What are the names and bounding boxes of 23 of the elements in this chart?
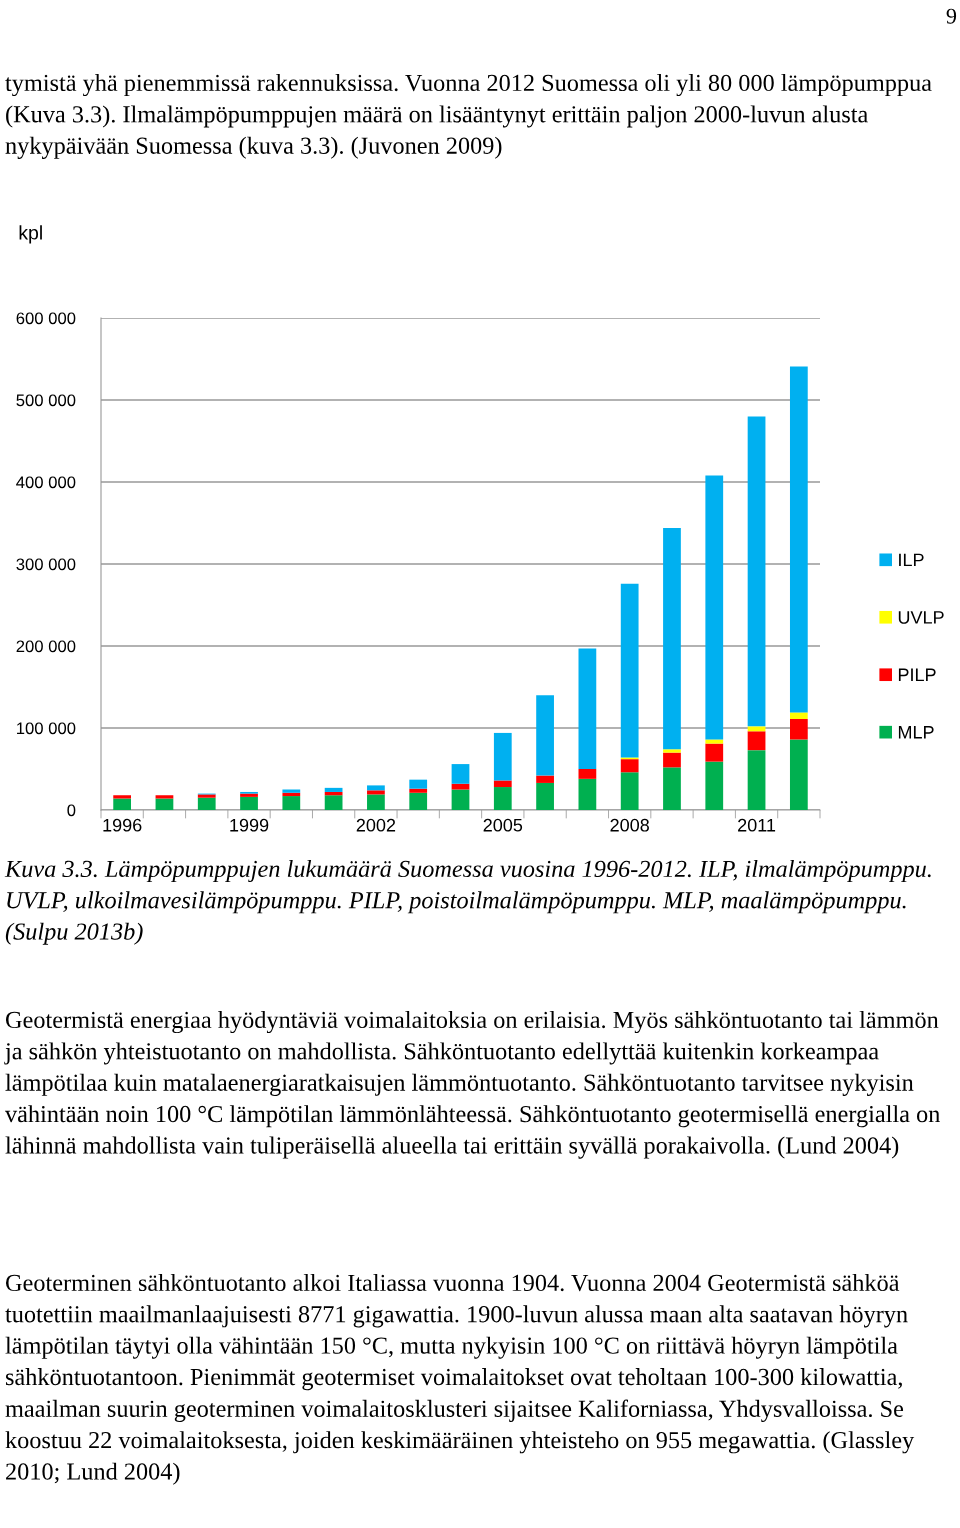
text: 9 — [946, 8, 957, 24]
y-tick-label: 200 000 — [16, 640, 76, 653]
x-tick-label: 2008 — [610, 818, 649, 832]
y-tick-label: 400 000 — [16, 476, 76, 489]
y-axis-title: kpl — [19, 225, 42, 244]
text: Geoterminen sähköntuotanto alkoi Italiassa vuonna 1904. Vuonna 2004 Geotermistä sähköä tuotettiin maailmanlaajuisesti 8771 gigawattia. 1900-luvun alussa maan alta saatavan höyryn lämpötilan täytyi olla vähintään 150 °C, mutta nykyisin 100 °C on riittävä höyryn lämpötila sähköntuotantoon. Pienimmät geotermiset voimalaitokset ovat teholtaan 100-300 kilowattia, maailman suurin geoterminen voimalaitosklusteri sijaitsee Kaliforniassa, Yhdysvalloissa. Se koostuu 22 voimalaitoksesta, joiden keskimääräinen yhteisteho on 955 megawattia. (Glassley 2010; Lund 2004) — [5, 1274, 915, 1485]
x-tick-label: 1999 — [230, 818, 269, 832]
legend-label: UVLP — [898, 611, 944, 624]
x-tick-label: 2011 — [738, 818, 776, 832]
legend-label: ILP — [899, 553, 924, 567]
y-tick-label: 300 000 — [16, 558, 76, 571]
y-tick-label: 500 000 — [16, 394, 76, 407]
text: Kuva 3.3. Lämpöpumppujen lukumäärä Suomessa vuosina 1996-2012. ILP, ilmalämpöpumppu. UVLP, ulkoilmavesilämpöpumppu. PILP, poistoilmalämpöpumppu. MLP, maalämpöpumppu. (Sulpu 2013b) — [4, 860, 931, 945]
x-tick-label: 2005 — [483, 818, 523, 832]
y-tick-label: 0 — [67, 804, 76, 817]
legend-label: PILP — [898, 668, 936, 682]
y-tick-label: 600 000 — [16, 312, 76, 325]
text: Geotermistä energiaa hyödyntäviä voimalaitoksia on erilaisia. Myös sähköntuotanto tai lämmön ja sähkön yhteistuotanto on mahdollista. Sähköntuotanto edellyttää kuitenkin korkeampaa lämpötilaa kuin matalaenergiaratkaisujen lämmöntuotanto. Sähköntuotanto tarvitsee nykyisin vähintään noin 100 °C lämpötilan lämmönlähteessä. Sähköntuotanto geotermisellä energialla on lähinnä mahdollista vain tuliperäisellä alueella tai erittäin syvällä porakaivolla. (Lund 2004) — [4, 1011, 941, 1159]
text: tymistä yhä pienemmissä rakennuksissa. Vuonna 2012 Suomessa oli yli 80 000 lämpöpumppua (Kuva 3.3). Ilmalämpöpumppujen määrä on lisääntynyt erittäin paljon 2000-luvun alusta nykypäivään Suomessa (kuva 3.3). (Juvonen 2009) — [5, 74, 932, 159]
x-tick-label: 1996 — [103, 818, 142, 832]
y-tick-label: 100 000 — [17, 722, 76, 735]
x-tick-label: 2002 — [356, 818, 396, 832]
legend-label: MLP — [898, 726, 934, 739]
